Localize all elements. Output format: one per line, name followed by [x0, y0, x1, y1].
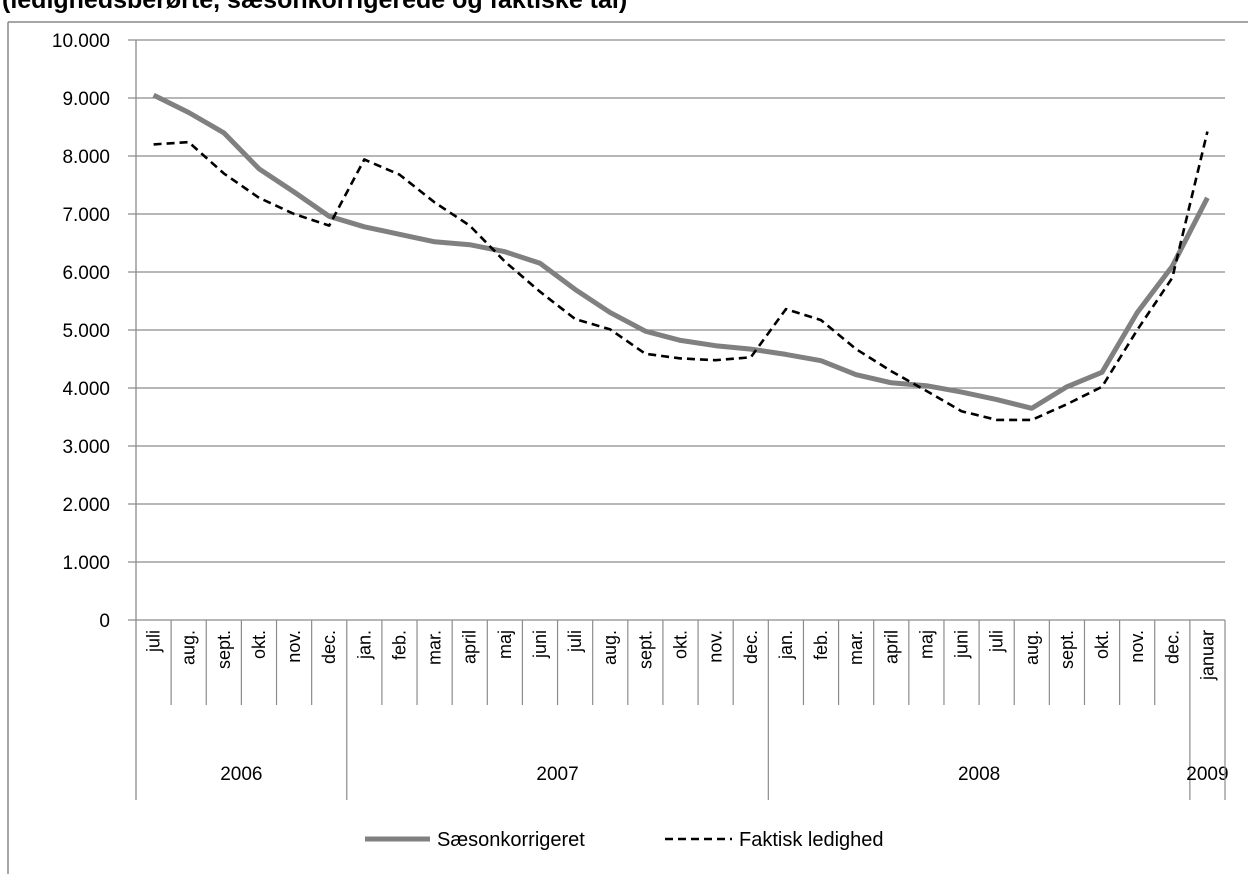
legend: Sæsonkorrigeret Faktisk ledighed [365, 829, 884, 851]
x-tick-label: feb. [811, 630, 831, 660]
year-label: 2008 [958, 764, 1000, 785]
x-tick-label: aug. [179, 630, 199, 665]
x-tick-label: mar. [425, 630, 445, 665]
year-label: 2009 [1186, 764, 1228, 785]
x-tick-label: okt. [249, 630, 269, 659]
x-tick-label: juli [987, 630, 1007, 653]
y-axis-tick-labels: 0 1.000 2.000 3.000 4.000 5.000 6.000 7.000 8.00… [52, 31, 110, 632]
x-tick-label: feb. [389, 630, 409, 660]
y-tick-label: 10.000 [52, 31, 110, 52]
gridlines [128, 39, 1225, 800]
y-tick-label: 1.000 [62, 553, 110, 574]
x-axis: juli aug. sept. okt. nov. dec. jan. feb. mar. apr… [144, 620, 1229, 800]
x-tick-label: nov. [706, 630, 726, 663]
x-tick-label: juli [565, 630, 585, 653]
year-label: 2006 [220, 764, 262, 785]
series-line-1 [152, 92, 1210, 411]
y-tick-label: 0 [99, 611, 110, 632]
y-tick-label: 4.000 [62, 379, 110, 400]
x-tick-label: aug. [1022, 630, 1042, 665]
series-line-2 [153, 131, 1209, 422]
x-tick-label: april [881, 630, 901, 664]
y-tick-label: 8.000 [62, 147, 110, 168]
x-tick-label: sept. [635, 630, 655, 669]
x-tick-label: sept. [214, 630, 234, 669]
x-tick-label: maj [916, 630, 936, 659]
chart-title: (ledighedsberørte, sæsonkorrigerede og f… [2, 0, 628, 14]
x-tick-label: januar [1197, 630, 1217, 681]
y-tick-label: 5.000 [62, 321, 110, 342]
x-tick-label: sept. [1057, 630, 1077, 669]
x-tick-label: nov. [1127, 630, 1147, 663]
x-tick-label: okt. [1092, 630, 1112, 659]
x-tick-label: juni [530, 630, 550, 659]
y-tick-label: 9.000 [62, 89, 110, 110]
y-tick-label: 2.000 [62, 495, 110, 516]
series-lines [152, 92, 1210, 422]
y-tick-label: 6.000 [62, 263, 110, 284]
x-tick-label: nov. [284, 630, 304, 663]
x-tick-label: jan. [776, 630, 796, 660]
x-tick-label: dec. [741, 630, 761, 664]
x-tick-label: dec. [319, 630, 339, 664]
year-label: 2007 [536, 764, 578, 785]
x-tick-label: juli [144, 630, 164, 653]
x-tick-label: mar. [846, 630, 866, 665]
legend-label: Sæsonkorrigeret [437, 829, 585, 851]
x-tick-label: maj [495, 630, 515, 659]
x-tick-label: dec. [1162, 630, 1182, 664]
x-tick-label: aug. [600, 630, 620, 665]
y-tick-label: 7.000 [62, 205, 110, 226]
x-tick-label: april [460, 630, 480, 664]
x-tick-label: juni [952, 630, 972, 659]
y-tick-label: 3.000 [62, 437, 110, 458]
legend-label: Faktisk ledighed [739, 829, 884, 851]
x-tick-label: okt. [671, 630, 691, 659]
x-tick-label: jan. [354, 630, 374, 660]
